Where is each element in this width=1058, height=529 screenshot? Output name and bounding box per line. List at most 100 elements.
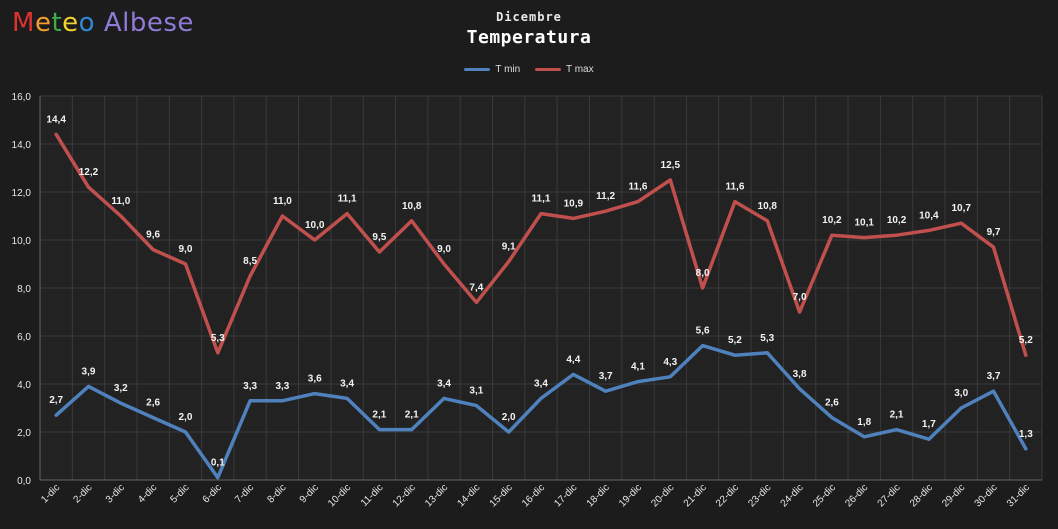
y-tick-label: 10,0: [12, 236, 32, 247]
tmin-data-label: 1,3: [1019, 429, 1033, 440]
legend-item-tmax: T max: [535, 64, 594, 75]
x-tick-label: 24-dic: [779, 482, 806, 509]
tmax-data-label: 11,1: [532, 194, 551, 205]
tmin-data-label: 2,0: [178, 412, 192, 423]
tmin-data-label: 4,4: [566, 354, 580, 365]
tmin-data-label: 0,1: [211, 458, 225, 469]
tmax-data-label: 5,3: [211, 333, 225, 344]
meteo-albese-logo: Meteo Albese: [12, 8, 194, 38]
tmax-data-label: 10,0: [305, 220, 325, 231]
tmin-data-label: 2,0: [502, 412, 516, 423]
x-tick-label: 19-dic: [617, 482, 644, 509]
x-tick-label: 27-dic: [876, 482, 903, 509]
tmin-data-label: 1,8: [857, 417, 871, 428]
legend-swatch-tmax: [535, 67, 561, 71]
x-tick-label: 28-dic: [908, 482, 935, 509]
y-tick-label: 14,0: [12, 140, 32, 151]
tmax-data-label: 9,6: [146, 230, 160, 241]
y-tick-label: 8,0: [17, 284, 31, 295]
tmax-data-label: 11,6: [725, 182, 744, 193]
tmax-data-label: 14,4: [46, 114, 66, 125]
x-tick-label: 8-dic: [265, 482, 288, 505]
tmin-data-label: 3,2: [114, 383, 128, 394]
x-tick-label: 30-dic: [973, 482, 1000, 509]
tmin-data-label: 1,7: [922, 419, 936, 430]
tmin-data-label: 3,7: [987, 371, 1001, 382]
y-tick-label: 12,0: [12, 188, 32, 199]
x-tick-label: 4-dic: [136, 482, 159, 505]
tmax-data-label: 11,2: [596, 191, 615, 202]
chart-title: Temperatura: [466, 27, 592, 48]
tmax-data-label: 9,5: [372, 232, 386, 243]
tmax-data-label: 10,9: [564, 198, 584, 209]
tmin-data-label: 3,4: [534, 378, 548, 389]
x-tick-label: 3-dic: [104, 482, 127, 505]
tmax-data-label: 10,8: [402, 201, 422, 212]
x-tick-label: 22-dic: [714, 482, 741, 509]
tmin-data-label: 2,1: [890, 410, 904, 421]
x-tick-label: 1-dic: [39, 482, 62, 505]
tmin-data-label: 4,3: [663, 357, 677, 368]
tmax-data-label: 11,6: [629, 182, 648, 193]
legend-item-tmin: T min: [464, 64, 520, 75]
tmax-data-label: 10,8: [758, 201, 778, 212]
x-tick-label: 2-dic: [71, 482, 94, 505]
tmin-data-label: 3,3: [275, 381, 289, 392]
tmin-data-label: 3,3: [243, 381, 257, 392]
tmax-data-label: 7,0: [793, 292, 807, 303]
x-tick-label: 12-dic: [391, 482, 418, 509]
tmax-data-label: 9,0: [178, 244, 192, 255]
tmax-data-label: 12,5: [661, 160, 681, 171]
logo-letter: e: [62, 8, 79, 38]
tmin-data-label: 4,1: [631, 362, 645, 373]
x-tick-label: 15-dic: [488, 482, 515, 509]
x-tick-label: 14-dic: [455, 482, 482, 509]
x-tick-label: 17-dic: [552, 482, 579, 509]
tmin-data-label: 2,6: [825, 398, 839, 409]
tmin-data-label: 5,6: [696, 326, 710, 337]
x-tick-label: 18-dic: [585, 482, 612, 509]
x-tick-label: 11-dic: [359, 482, 386, 509]
x-tick-label: 23-dic: [746, 482, 773, 509]
tmax-data-label: 12,2: [79, 167, 99, 178]
x-tick-label: 31-dic: [1005, 482, 1032, 509]
x-tick-label: 29-dic: [940, 482, 967, 509]
logo-letter: b: [129, 8, 147, 38]
logo-letter: e: [177, 8, 194, 38]
tmax-data-label: 10,1: [854, 218, 874, 229]
tmin-data-label: 3,9: [82, 366, 96, 377]
logo-letter: A: [103, 8, 123, 38]
y-tick-label: 0,0: [17, 476, 31, 487]
tmax-data-label: 11,1: [338, 194, 357, 205]
tmax-series-line: [54, 132, 1028, 357]
tmin-data-label: 3,7: [599, 371, 613, 382]
tmax-data-label: 5,2: [1019, 335, 1033, 346]
x-tick-label: 25-dic: [811, 482, 838, 509]
tmax-data-label: 9,7: [987, 227, 1001, 238]
y-tick-label: 4,0: [17, 380, 31, 391]
tmax-data-label: 7,4: [469, 282, 483, 293]
tmin-data-label: 2,1: [405, 410, 419, 421]
tmax-data-label: 11,0: [111, 196, 130, 207]
tmax-data-label: 10,2: [822, 215, 842, 226]
tmin-data-label: 5,2: [728, 335, 742, 346]
tmax-data-label: 10,4: [919, 210, 939, 221]
logo-letter: s: [163, 8, 178, 38]
tmax-data-label: 8,5: [243, 256, 257, 267]
x-tick-label: 10-dic: [326, 482, 353, 509]
tmin-data-label: 3,1: [469, 386, 483, 397]
y-tick-label: 2,0: [17, 428, 31, 439]
logo-letter: t: [51, 8, 63, 38]
x-tick-label: 9-dic: [298, 482, 321, 505]
logo-letter: M: [12, 8, 35, 38]
x-tick-label: 7-dic: [233, 482, 256, 505]
x-tick-label: 20-dic: [649, 482, 676, 509]
y-tick-label: 6,0: [17, 332, 31, 343]
logo-letter: e: [146, 8, 164, 38]
tmin-data-label: 5,3: [760, 333, 774, 344]
tmin-series-line: [54, 343, 1028, 480]
tmin-data-label: 2,7: [49, 395, 63, 406]
logo-letter: e: [34, 8, 52, 38]
x-tick-label: 21-dic: [682, 482, 709, 509]
